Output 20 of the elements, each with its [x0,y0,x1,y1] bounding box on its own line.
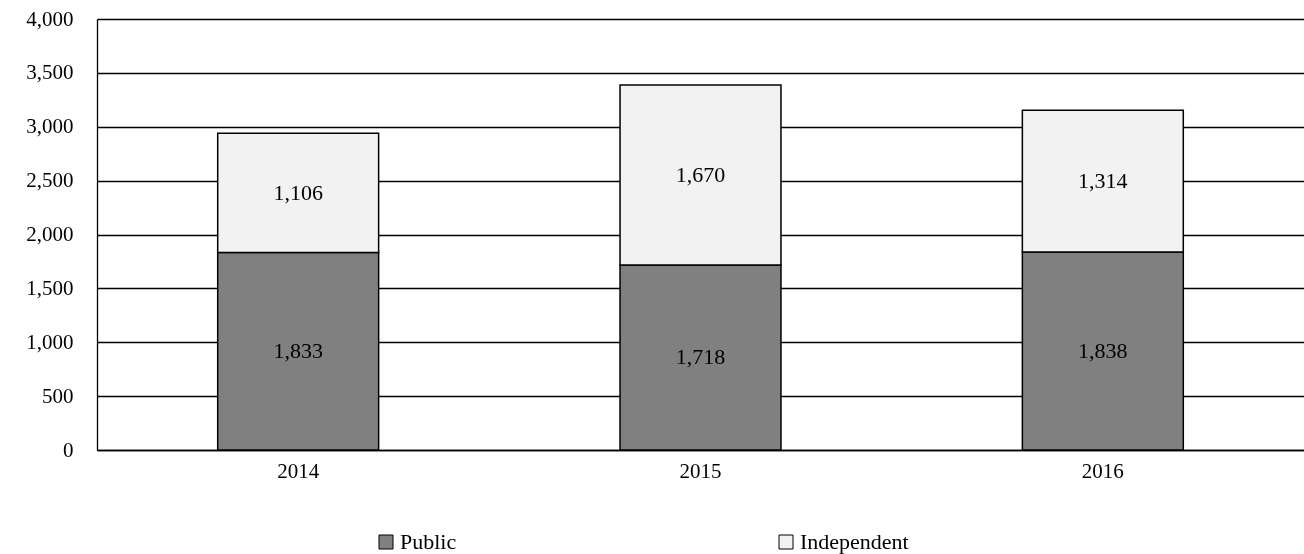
data-label: 1,670 [675,161,726,187]
y-tick-label: 0 [63,437,74,462]
y-tick-label: 1,000 [26,329,74,354]
data-label: 1,833 [273,338,323,364]
y-tick-label: 1,500 [26,275,74,300]
y-tick-label: 3,000 [26,114,74,139]
y-tick-label: 2,000 [26,222,74,246]
y-tick-label: 500 [42,383,74,408]
y-tick-label: 3,500 [26,60,74,85]
y-tick-label: 2,500 [26,168,74,193]
data-label: 1,838 [1078,337,1128,363]
x-tick-label: 2015 [679,458,722,483]
y-tick-label: 4,000 [26,6,74,31]
data-label: 1,718 [675,344,726,370]
legend-label: Public [400,529,457,554]
x-tick-label: 2014 [277,458,320,483]
data-label: 1,106 [273,179,323,205]
data-label: 1,314 [1078,168,1128,194]
legend-label: Independent [800,529,909,554]
x-tick-label: 2016 [1081,458,1124,483]
